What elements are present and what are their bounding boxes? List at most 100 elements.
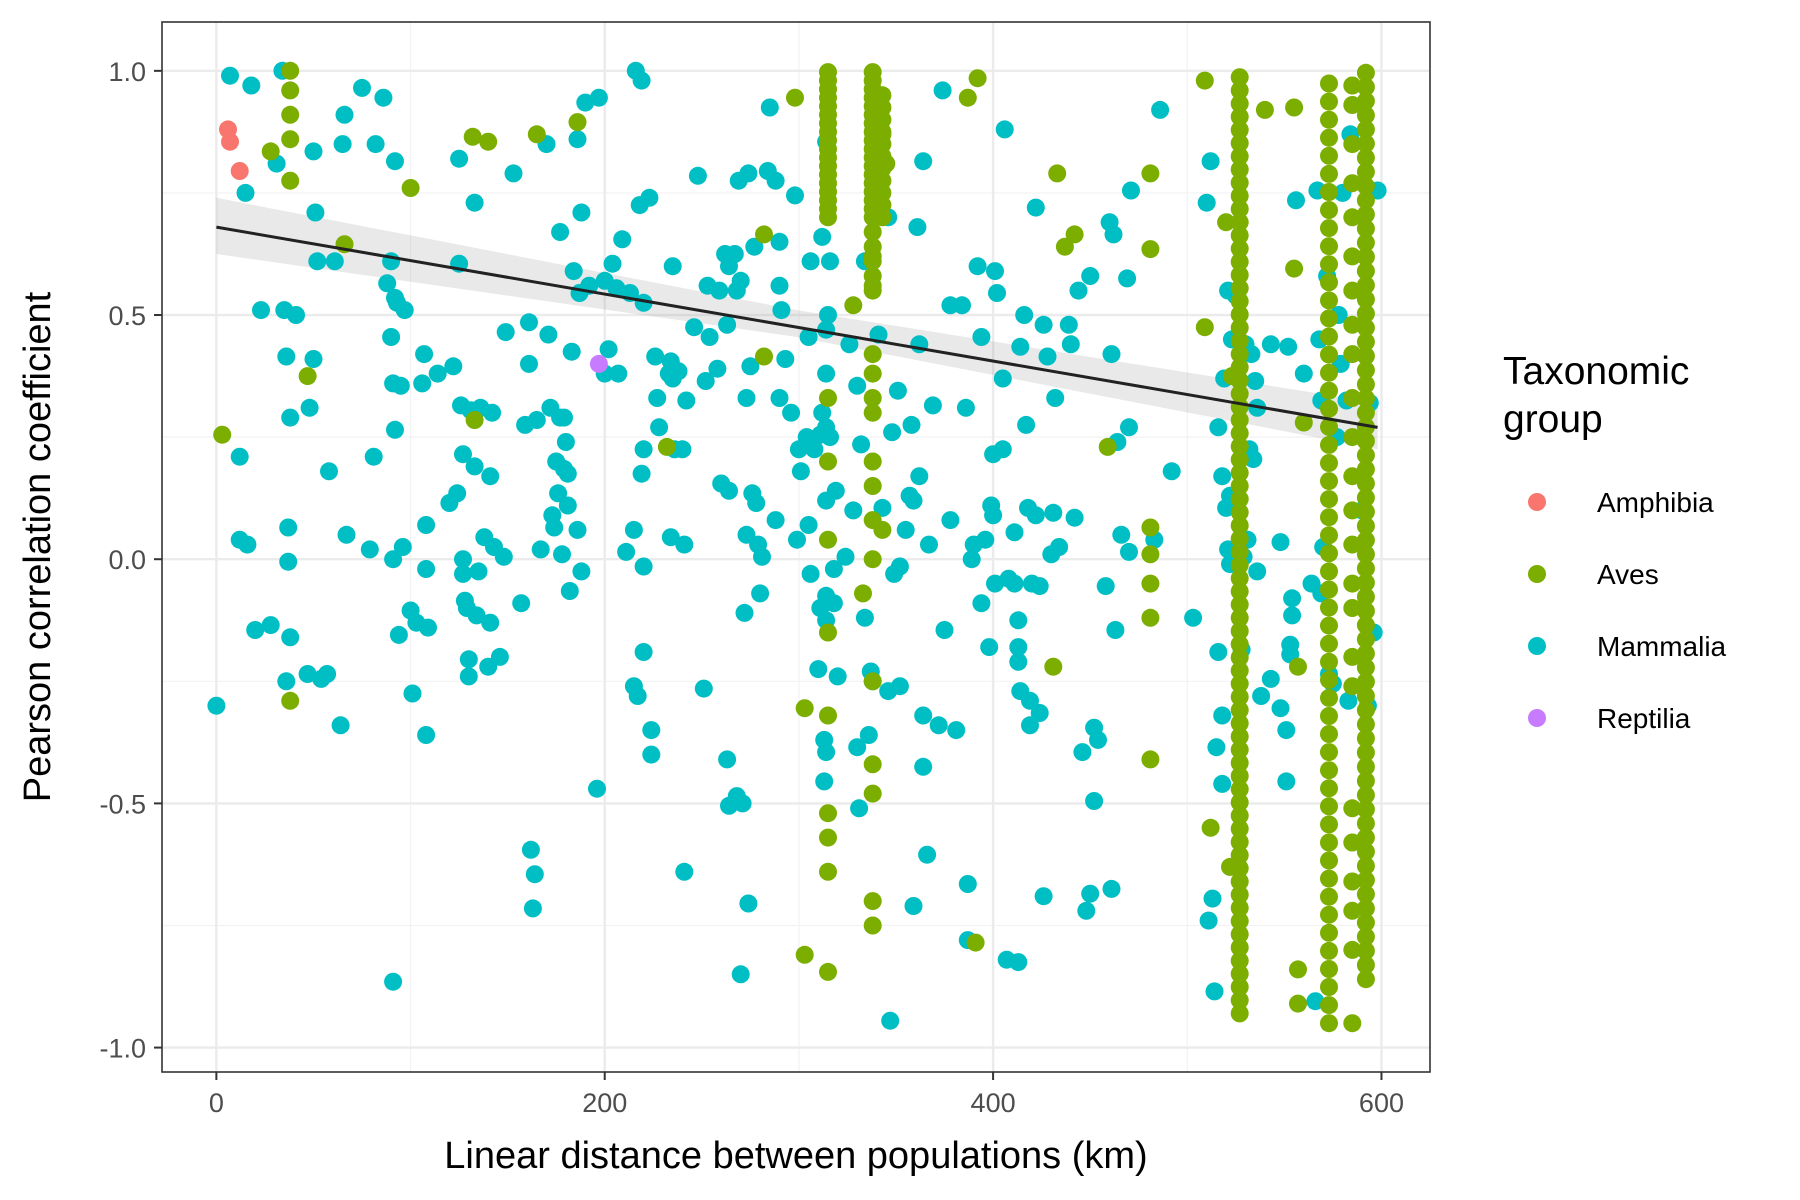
point-aves <box>1356 771 1375 790</box>
point-mammalia <box>1244 450 1263 469</box>
point-mammalia <box>490 647 509 666</box>
point-mammalia <box>735 603 754 622</box>
point-aves <box>819 962 837 981</box>
point-mammalia <box>824 560 843 578</box>
point-aves <box>1356 318 1375 337</box>
point-mammalia <box>642 745 661 764</box>
legend: Taxonomic group Amphibia Aves Mammalia Rept… <box>1503 350 1727 734</box>
point-mammalia <box>648 389 667 407</box>
point-aves <box>1289 657 1307 676</box>
point-mammalia <box>555 408 573 427</box>
point-aves <box>1230 450 1249 469</box>
point-mammalia <box>902 415 921 434</box>
point-mammalia <box>910 467 929 486</box>
point-mammalia <box>1213 706 1232 725</box>
point-mammalia <box>972 328 991 346</box>
point-mammalia <box>417 726 436 744</box>
point-aves <box>1230 239 1249 258</box>
point-aves <box>863 452 882 471</box>
point-mammalia <box>403 684 422 703</box>
point-aves <box>1356 885 1375 904</box>
point-aves <box>1356 148 1375 167</box>
point-mammalia <box>725 245 744 263</box>
point-mammalia <box>572 562 591 581</box>
point-aves <box>1356 856 1375 875</box>
point-mammalia <box>551 223 570 241</box>
point-mammalia <box>745 237 764 256</box>
point-aves <box>819 862 837 881</box>
point-aves <box>863 364 882 383</box>
point-mammalia <box>230 447 249 466</box>
point-aves <box>1320 670 1338 689</box>
point-mammalia <box>364 447 383 466</box>
point-mammalia <box>1085 792 1104 810</box>
point-aves <box>1320 128 1338 147</box>
point-mammalia <box>564 262 583 281</box>
point-aves <box>1320 580 1338 599</box>
point-mammalia <box>675 535 694 554</box>
point-aves <box>863 403 882 422</box>
point-mammalia <box>1213 467 1232 486</box>
point-aves <box>1356 460 1375 479</box>
point-aves <box>1356 715 1375 734</box>
point-aves <box>1230 345 1249 364</box>
point-mammalia <box>1017 415 1036 434</box>
point-mammalia <box>968 257 987 276</box>
point-mammalia <box>1081 884 1100 903</box>
point-mammalia <box>1046 389 1065 407</box>
point-aves <box>863 550 882 569</box>
x-tick-label: 400 <box>971 1088 1016 1118</box>
point-mammalia <box>1050 538 1069 556</box>
point-mammalia <box>972 594 991 613</box>
point-mammalia <box>1089 730 1107 749</box>
point-aves <box>1320 309 1338 328</box>
point-mammalia <box>465 457 484 476</box>
point-mammalia <box>873 498 892 517</box>
point-mammalia <box>923 396 942 415</box>
point-aves <box>819 63 837 82</box>
point-mammalia <box>993 369 1012 388</box>
point-mammalia <box>821 252 839 271</box>
point-mammalia <box>993 440 1012 459</box>
point-aves <box>1356 630 1375 649</box>
point-mammalia <box>558 496 577 515</box>
point-aves <box>1343 467 1362 486</box>
point-mammalia <box>572 203 591 222</box>
point-mammalia <box>496 323 515 342</box>
point-aves <box>1343 872 1362 891</box>
legend-items: Amphibia Aves Mammalia Reptilia <box>1528 487 1727 734</box>
point-mammalia <box>988 284 1006 302</box>
point-mammalia <box>1096 577 1115 596</box>
point-mammalia <box>1339 691 1358 710</box>
point-aves <box>1356 658 1375 677</box>
point-mammalia <box>467 606 486 625</box>
point-mammalia <box>1122 181 1140 200</box>
point-aves <box>1217 213 1236 232</box>
point-aves <box>1320 996 1338 1015</box>
point-aves <box>863 916 882 935</box>
point-aves <box>863 252 882 271</box>
point-aves <box>1343 208 1362 227</box>
point-mammalia <box>640 188 659 207</box>
point-mammalia <box>1038 347 1057 366</box>
point-mammalia <box>1279 337 1298 356</box>
point-aves <box>1356 743 1375 762</box>
point-mammalia <box>995 120 1014 139</box>
point-mammalia <box>1102 345 1121 364</box>
point-aves <box>863 223 882 241</box>
point-aves <box>1343 940 1362 959</box>
point-aves <box>1320 598 1338 617</box>
point-aves <box>1141 750 1160 769</box>
point-mammalia <box>246 621 265 639</box>
point-mammalia <box>384 972 403 991</box>
point-aves <box>1320 526 1338 545</box>
point-mammalia <box>776 350 795 368</box>
point-aves <box>1230 358 1249 377</box>
point-mammalia <box>646 347 665 366</box>
point-aves <box>1356 432 1375 450</box>
point-aves <box>863 63 882 82</box>
point-mammalia <box>840 335 859 354</box>
point-aves <box>819 623 837 642</box>
point-mammalia <box>320 462 338 481</box>
legend-title-line-1: Taxonomic <box>1503 350 1689 393</box>
